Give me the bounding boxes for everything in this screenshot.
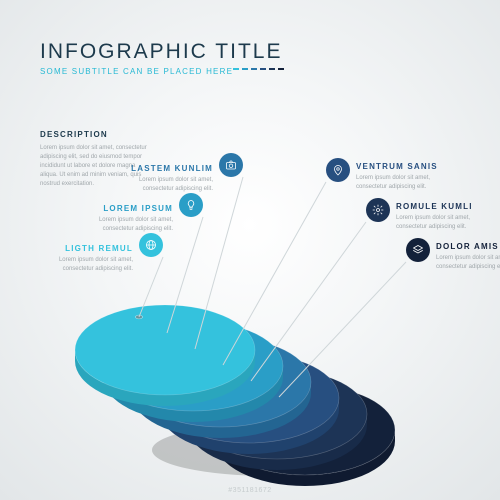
bulb-icon <box>179 193 203 217</box>
item-head: LIGTH REMUL <box>28 245 133 253</box>
item-4: VENTRUM SANIS Lorem ipsum dolor sit amet,… <box>356 163 461 192</box>
item-body: Lorem ipsum dolor sit amet, consectetur … <box>68 216 173 234</box>
globe-icon <box>139 233 163 257</box>
item-head: ROMULE KUMLI <box>396 203 500 211</box>
item-head: VENTRUM SANIS <box>356 163 461 171</box>
layers-icon <box>406 238 430 262</box>
watermark: #351181672 <box>0 487 500 500</box>
item-head: LASTEM KUNLIM <box>108 165 213 173</box>
item-3: LASTEM KUNLIM Lorem ipsum dolor sit amet,… <box>108 165 213 194</box>
item-5: ROMULE KUMLI Lorem ipsum dolor sit amet, … <box>396 203 500 232</box>
camera-icon <box>219 153 243 177</box>
item-body: Lorem ipsum dolor sit amet, consectetur … <box>356 174 461 192</box>
item-1: LIGTH REMUL Lorem ipsum dolor sit amet, c… <box>28 245 133 274</box>
item-head: DOLOR AMIS UNE <box>436 243 500 251</box>
item-head: LOREM IPSUM <box>68 205 173 213</box>
gear-icon <box>366 198 390 222</box>
item-body: Lorem ipsum dolor sit amet, consectetur … <box>28 256 133 274</box>
pin-icon <box>326 158 350 182</box>
item-6: DOLOR AMIS UNE Lorem ipsum dolor sit amet… <box>436 243 500 272</box>
item-body: Lorem ipsum dolor sit amet, consectetur … <box>436 254 500 272</box>
item-body: Lorem ipsum dolor sit amet, consectetur … <box>108 176 213 194</box>
item-2: LOREM IPSUM Lorem ipsum dolor sit amet, c… <box>68 205 173 234</box>
infographic-canvas: INFOGRAPHIC TITLE SOME SUBTITLE CAN BE P… <box>0 0 500 500</box>
item-body: Lorem ipsum dolor sit amet, consectetur … <box>396 214 500 232</box>
